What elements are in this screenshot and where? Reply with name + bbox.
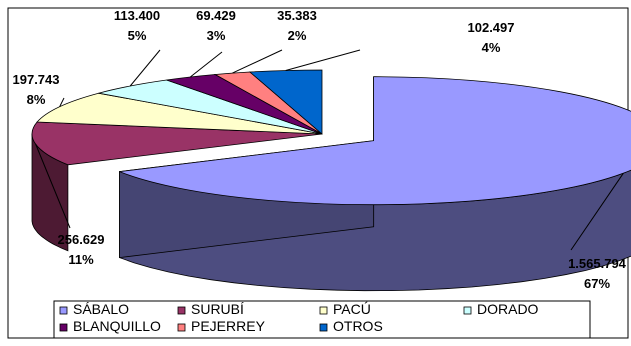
legend-swatch-dorado — [464, 307, 471, 314]
legend-swatch-sabalo — [60, 307, 67, 314]
data-label-percent-pacu: 8% — [27, 92, 46, 107]
legend-label-otros: OTROS — [333, 318, 383, 334]
data-label-percent-otros: 4% — [482, 40, 501, 55]
data-label-value-sabalo: 1.565.794 — [568, 256, 627, 271]
data-label-percent-surubi: 11% — [68, 252, 94, 267]
legend-label-surubi: SURUBÍ — [191, 301, 244, 317]
data-label-percent-sabalo: 67% — [584, 276, 610, 291]
legend-label-pejerrey: PEJERREY — [191, 318, 266, 334]
data-label-percent-pejerrey: 2% — [288, 28, 307, 43]
data-label-value-blanquillo: 69.429 — [196, 8, 236, 23]
data-label-value-otros: 102.497 — [468, 20, 515, 35]
data-label-value-dorado: 113.400 — [114, 8, 160, 23]
data-label-value-pejerrey: 35.383 — [277, 8, 317, 23]
legend-swatch-blanquillo — [60, 324, 67, 331]
legend-swatch-pacu — [320, 307, 327, 314]
legend-swatch-pejerrey — [178, 324, 185, 331]
legend-label-blanquillo: BLANQUILLO — [73, 318, 161, 334]
legend-label-dorado: DORADO — [477, 301, 539, 317]
data-label-value-surubi: 256.629 — [58, 232, 105, 247]
data-label-percent-dorado: 5% — [128, 28, 147, 43]
legend-label-pacu: PACÚ — [333, 301, 371, 317]
legend-label-sabalo: SÁBALO — [73, 301, 129, 317]
legend-swatch-surubi — [178, 307, 185, 314]
data-label-value-pacu: 197.743 — [13, 72, 60, 87]
data-label-percent-blanquillo: 3% — [207, 28, 226, 43]
legend-swatch-otros — [320, 324, 327, 331]
